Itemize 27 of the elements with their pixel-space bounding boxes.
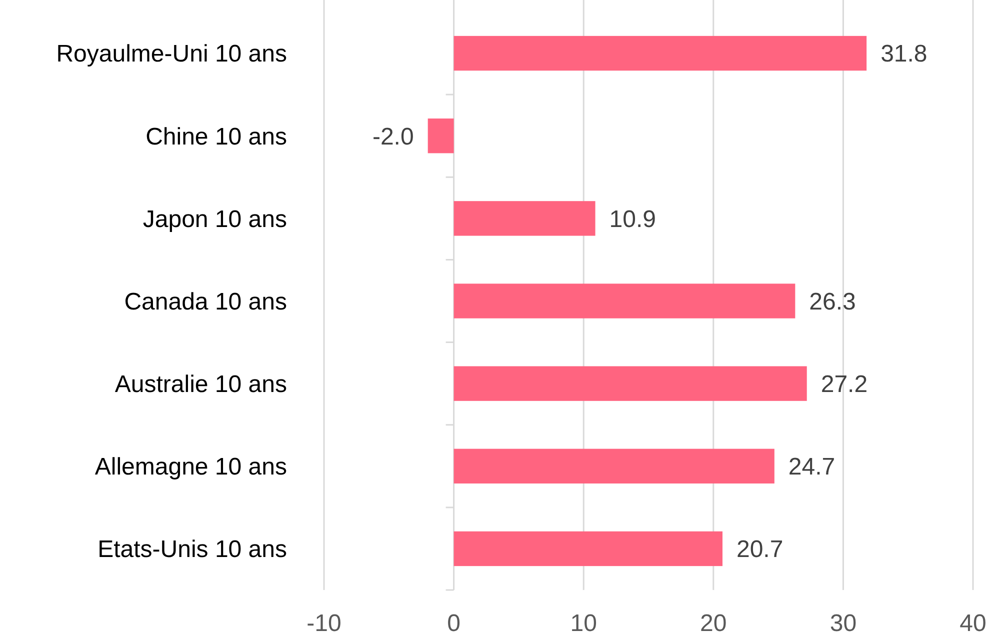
bar	[428, 118, 454, 154]
data-label: 31.8	[880, 40, 928, 68]
bar	[454, 36, 867, 71]
data-label: 27.2	[820, 370, 868, 398]
bar	[454, 448, 774, 484]
y-tick-label: Japon 10 ans	[142, 206, 287, 233]
bar	[454, 531, 722, 566]
bar	[454, 284, 796, 318]
data-label: 26.3	[809, 288, 856, 316]
x-tick-label: 10	[570, 610, 597, 637]
bar	[454, 366, 807, 401]
y-tick-label: Allemagne 10 ans	[94, 454, 287, 481]
x-tick-label: 20	[700, 610, 727, 637]
bar	[454, 201, 596, 236]
x-tick-label: 0	[447, 610, 460, 637]
y-tick-label: Royaulme-Uni 10 ans	[56, 40, 287, 68]
x-tick-label: 40	[960, 610, 986, 637]
y-tick-label: Chine 10 ans	[146, 123, 287, 150]
data-label: 10.9	[609, 206, 656, 233]
data-label: -2.0	[372, 123, 414, 150]
data-label: 20.7	[736, 536, 784, 564]
x-tick-label: 30	[830, 610, 857, 637]
y-tick-label: Australie 10 ans	[114, 370, 287, 398]
x-tick-label: -10	[306, 610, 342, 637]
y-tick-label: Canada 10 ans	[124, 288, 287, 316]
data-label: 24.7	[788, 454, 836, 481]
y-tick-label: Etats-Unis 10 ans	[98, 536, 287, 564]
